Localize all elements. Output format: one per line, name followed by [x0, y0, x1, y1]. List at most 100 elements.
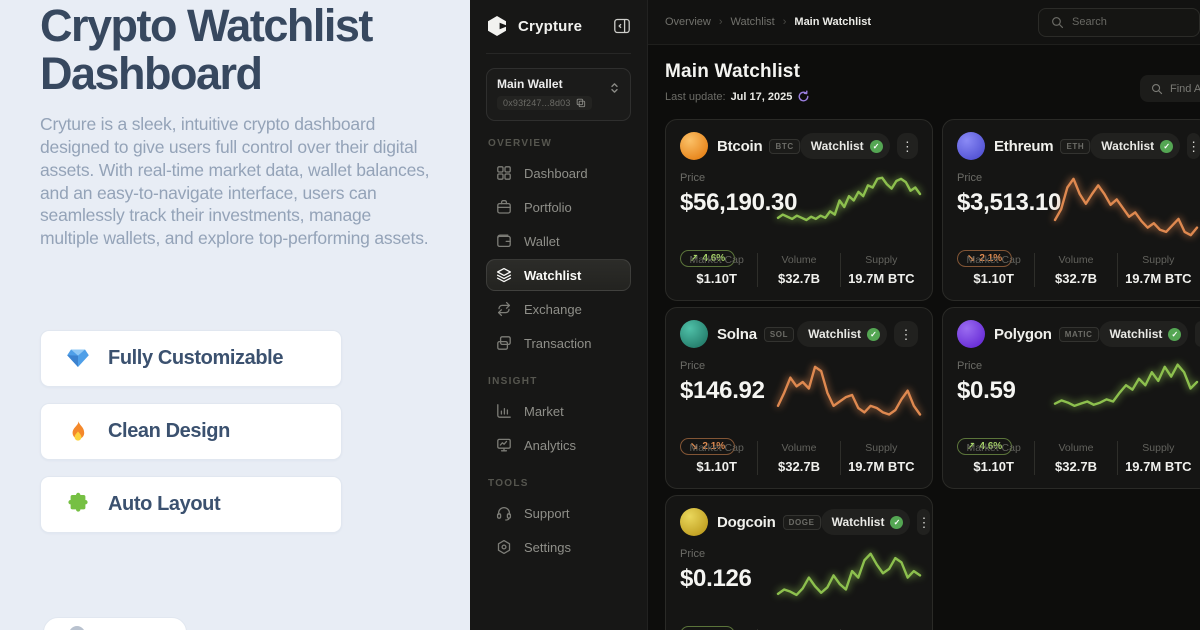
breadcrumb-item-current: Main Watchlist: [794, 16, 872, 28]
nav-section-label: TOOLS: [488, 478, 529, 489]
watchlist-toggle-button[interactable]: Watchlist ✓: [797, 321, 887, 347]
promo-description: Cryture is a sleek, intuitive crypto das…: [40, 114, 430, 249]
divider: [486, 53, 631, 54]
sidebar-item-label: Transaction: [524, 335, 592, 351]
sidebar-collapse-icon[interactable]: [613, 17, 631, 35]
search-icon: [1151, 83, 1163, 94]
wallet-address: 0x93f247...8d03: [497, 96, 592, 110]
sidebar-item-label: Market: [524, 403, 564, 419]
stat-volume: Volume $32.7B: [778, 254, 820, 286]
check-icon: ✓: [890, 515, 904, 529]
card-menu-button[interactable]: ⋮: [896, 133, 918, 159]
last-update: Last update: Jul 17, 2025: [665, 90, 810, 103]
watchlist-toggle-button[interactable]: Watchlist ✓: [820, 509, 911, 535]
divider: [1116, 441, 1118, 475]
analytics-icon: [496, 437, 512, 453]
wallet-icon: [496, 233, 512, 249]
sidebar: Crypture Main Wallet 0x93f247...8d03: [470, 0, 648, 630]
trend-arrow-icon: ↘: [967, 253, 976, 264]
sidebar-item-wallet[interactable]: Wallet: [486, 225, 631, 257]
dashboard-icon: [496, 165, 512, 181]
stat-market-cap: Market Cap $1.10T: [966, 442, 1021, 474]
stat-market-cap: Market Cap $1.10T: [689, 442, 744, 474]
coin-avatar: [680, 132, 708, 160]
feature-card: Clean Design: [40, 402, 342, 460]
card-menu-button[interactable]: ⋮: [894, 321, 918, 347]
change-badge: ↘ 2.1%: [957, 250, 1013, 267]
divider: [839, 253, 841, 287]
sparkline-chart: [778, 168, 920, 246]
change-badge: ↗ 4.6%: [680, 250, 736, 267]
sidebar-item-transaction[interactable]: Transaction: [486, 327, 631, 359]
card-stats: Market Cap $1.10T Volume $32.7B Supply 19.…: [676, 438, 922, 478]
stat-supply: Supply 19.7M BTC: [848, 442, 915, 474]
change-badge: ↗ 4.6%: [957, 438, 1013, 455]
stat-volume: Volume $32.7B: [778, 442, 820, 474]
watchlist-toggle-button[interactable]: Watchlist ✓: [1098, 321, 1189, 347]
asset-symbol-badge: DOGE: [782, 514, 821, 530]
sparkline-chart: [778, 356, 920, 434]
price-label: Price: [680, 360, 706, 372]
card-menu-button[interactable]: ⋮: [917, 509, 931, 535]
sidebar-item-portfolio[interactable]: Portfolio: [486, 191, 631, 223]
feature-label: Fully Customizable: [108, 346, 284, 369]
sidebar-item-analytics[interactable]: Analytics: [486, 429, 631, 461]
stat-market-cap: Market Cap $1.10T: [689, 254, 744, 286]
check-icon: ✓: [1160, 139, 1174, 153]
breadcrumb-item-overview[interactable]: Overview: [665, 16, 711, 28]
asset-symbol-badge: BTC: [769, 138, 800, 154]
transaction-icon: [496, 335, 512, 351]
copy-icon: [576, 98, 585, 108]
sparkline-chart: [1055, 356, 1197, 434]
sidebar-item-support[interactable]: Support: [486, 497, 631, 529]
price-value: $0.126: [680, 565, 752, 592]
search-input[interactable]: Search: [1038, 7, 1200, 37]
wallet-name: Main Wallet: [497, 77, 563, 91]
page-title: Main Watchlist: [665, 61, 801, 82]
divider: [1116, 253, 1118, 287]
asset-card-matic: Polygon MATIC Watchlist ✓ ⋮ Price $0.59 …: [942, 307, 1200, 489]
price-label: Price: [680, 548, 706, 560]
card-menu-button[interactable]: ⋮: [1195, 321, 1200, 347]
sidebar-item-label: Dashboard: [524, 165, 588, 181]
asset-card-grid: Btcoin BTC Watchlist ✓ ⋮ Price $56,190.3…: [648, 113, 1200, 630]
card-menu-button[interactable]: ⋮: [1187, 133, 1200, 159]
sidebar-item-market[interactable]: Market: [486, 395, 631, 427]
sidebar-item-label: Exchange: [524, 301, 582, 317]
diamond-icon: [66, 346, 90, 370]
asset-name: Ethreum: [994, 137, 1054, 155]
wallet-selector[interactable]: Main Wallet 0x93f247...8d03: [486, 68, 631, 121]
watchlist-toggle-button[interactable]: Watchlist ✓: [1090, 133, 1181, 159]
nav-sections: OVERVIEW Dashboard Portfolio Wallet Watc…: [470, 121, 647, 565]
stat-supply: Supply 19.7M BTC: [1125, 254, 1192, 286]
price-value: $0.59: [957, 377, 1016, 404]
coin-avatar: [680, 320, 708, 348]
sidebar-item-watchlist[interactable]: Watchlist: [486, 259, 631, 291]
search-icon: [1052, 16, 1064, 28]
main-content: Overview › Watchlist › Main Watchlist Se…: [648, 0, 1200, 630]
breadcrumb: Overview › Watchlist › Main Watchlist: [665, 16, 871, 28]
find-asset-input[interactable]: Find Asset: [1140, 75, 1200, 102]
sidebar-item-exchange[interactable]: Exchange: [486, 293, 631, 325]
search-placeholder: Search: [1072, 16, 1107, 28]
promo-title: Crypto Watchlist Dashboard: [40, 0, 373, 99]
last-update-label: Last update:: [665, 90, 726, 103]
sidebar-item-settings[interactable]: Settings: [486, 531, 631, 563]
coin-avatar: [680, 508, 708, 536]
brand-row: Crypture: [470, 8, 647, 44]
sparkline-chart: [1055, 168, 1197, 246]
breadcrumb-item-watchlist[interactable]: Watchlist: [730, 16, 775, 28]
asset-symbol-badge: SOL: [763, 326, 795, 342]
sidebar-item-dashboard[interactable]: Dashboard: [486, 157, 631, 189]
refresh-icon[interactable]: [797, 90, 810, 103]
puzzle-icon: [66, 492, 90, 516]
brand-name: Crypture: [518, 17, 583, 35]
asset-symbol-badge: ETH: [1060, 138, 1091, 154]
asset-name: Dogcoin: [717, 513, 776, 531]
watchlist-toggle-button[interactable]: Watchlist ✓: [799, 133, 890, 159]
price-value: $146.92: [680, 377, 765, 404]
find-asset-placeholder: Find Asset: [1170, 82, 1200, 95]
